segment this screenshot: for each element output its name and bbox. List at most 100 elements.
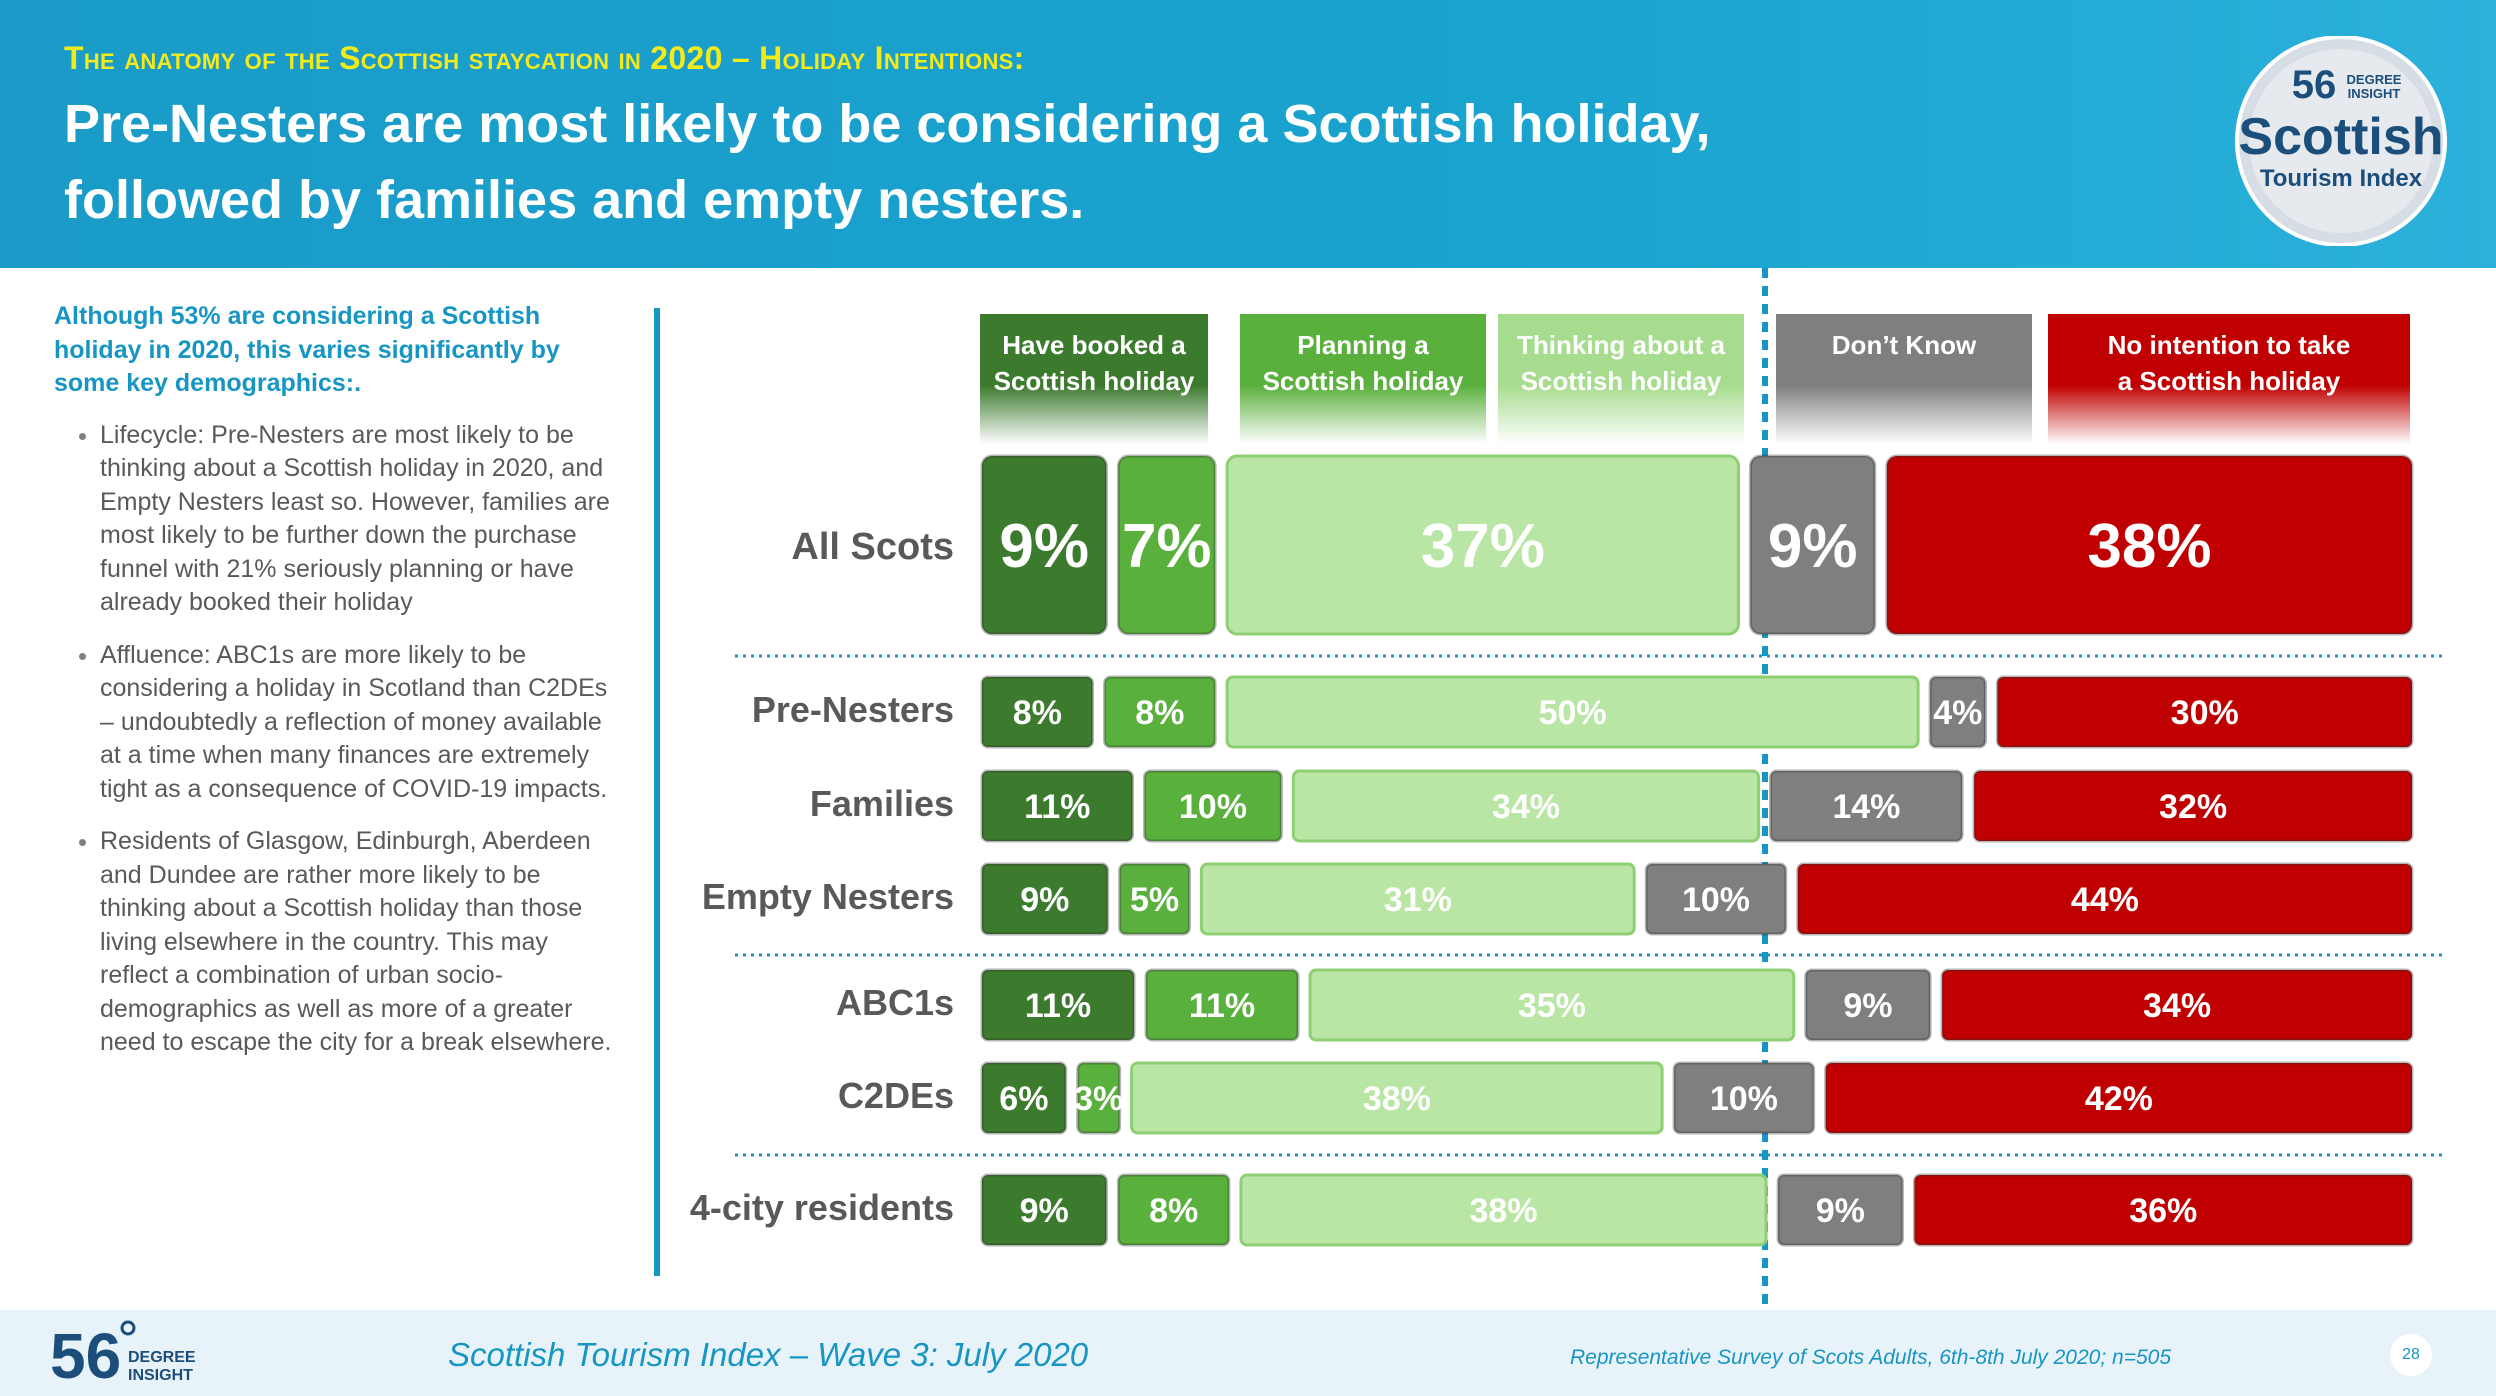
bar-label-2-1: 10%: [1179, 788, 1247, 826]
logo-tourism-index: Tourism Index: [2260, 165, 2423, 192]
bar-0-4: [1885, 454, 2414, 636]
bar-0-3: [1748, 454, 1877, 636]
bar-label-3-0: 9%: [1020, 881, 1069, 919]
bar-label-2-2: 34%: [1492, 788, 1560, 826]
bar-0-0: [980, 454, 1108, 636]
bar-1-2: [1225, 675, 1920, 749]
bar-1-1: [1103, 675, 1217, 749]
bar-5-2: [1130, 1061, 1664, 1135]
bar-6-4: [1912, 1173, 2414, 1247]
footer-title: Scottish Tourism Index – Wave 3: July 20…: [448, 1336, 1089, 1373]
bar-3-4: [1796, 862, 2414, 936]
commentary-bullet-lifecycle: Lifecycle: Pre-Nesters are most likely t…: [100, 419, 614, 620]
bar-label-6-4: 36%: [2129, 1192, 2197, 1230]
bar-label-3-2: 31%: [1384, 881, 1452, 919]
bar-2-4: [1972, 769, 2414, 843]
bar-0-2: [1225, 454, 1740, 636]
bar-label-4-2: 35%: [1518, 987, 1586, 1025]
bar-3-2: [1199, 862, 1636, 936]
legend-header-2-line-2: Scottish holiday: [1263, 366, 1464, 396]
bar-0-1: [1116, 454, 1217, 636]
page-number: 28: [2390, 1334, 2432, 1376]
bar-3-0: [980, 862, 1110, 936]
bar-label-1-4: 30%: [2171, 694, 2239, 732]
bar-label-5-4: 42%: [2085, 1080, 2153, 1118]
bar-2-2: [1291, 769, 1761, 843]
bar-label-4-1: 11%: [1189, 987, 1255, 1025]
bar-label-1-0: 8%: [1013, 694, 1062, 732]
legend-header-2-line-1: Planning a: [1297, 330, 1429, 360]
bar-label-0-1: 7%: [1122, 512, 1212, 581]
row-label-1: Pre-Nesters: [752, 689, 954, 730]
bar-label-3-4: 44%: [2071, 881, 2139, 919]
legend-header-4-line-1: Don’t Know: [1832, 330, 1977, 360]
bar-label-2-0: 11%: [1024, 788, 1090, 826]
legend-header-1-box: [980, 314, 1208, 444]
commentary-intro: Although 53% are considering a Scottish …: [54, 302, 560, 397]
bar-6-1: [1116, 1173, 1231, 1247]
bar-3-3: [1644, 862, 1788, 936]
bar-2-0: [980, 769, 1135, 843]
legend-header-5-line-2: a Scottish holiday: [2118, 366, 2341, 396]
commentary-bullet-cities: Residents of Glasgow, Edinburgh, Aberdee…: [100, 825, 614, 1060]
footer-source-note: Representative Survey of Scots Adults, 6…: [1570, 1346, 2171, 1369]
bar-4-3: [1804, 968, 1932, 1042]
bar-4-1: [1144, 968, 1300, 1042]
bar-2-3: [1769, 769, 1964, 843]
footer-56-degree-logo: 56 DEGREE INSIGHT: [50, 1320, 196, 1390]
legend-header-5-line-1: No intention to take: [2108, 330, 2351, 360]
row-label-6: 4-city residents: [690, 1187, 954, 1228]
header-kicker: The anatomy of the Scottish staycation i…: [64, 40, 1025, 76]
legend-header-1-line-2: Scottish holiday: [994, 366, 1195, 396]
bar-label-6-0: 9%: [1020, 1192, 1069, 1230]
row-label-3: Empty Nesters: [702, 876, 954, 917]
row-label-5: C2DEs: [838, 1075, 954, 1116]
header-banner: The anatomy of the Scottish staycation i…: [0, 0, 2496, 268]
bar-1-0: [980, 675, 1095, 749]
page-title: Pre-Nesters are most likely to be consid…: [64, 94, 1711, 230]
bar-5-3: [1672, 1061, 1816, 1135]
holiday-intentions-chart: Have booked a Scottish holiday Planning a S…: [690, 268, 2446, 1310]
bar-label-1-3: 4%: [1933, 694, 1982, 732]
bar-2-1: [1143, 769, 1283, 843]
legend-header-3-line-1: Thinking about a: [1517, 330, 1726, 360]
legend-header-2-box: [1240, 314, 1486, 444]
legend-header-4-box: [1776, 314, 2032, 444]
bar-5-1: [1076, 1061, 1122, 1135]
bar-label-4-0: 11%: [1025, 987, 1091, 1025]
bar-label-3-1: 5%: [1130, 881, 1179, 919]
bar-label-5-2: 38%: [1363, 1080, 1431, 1118]
bar-3-1: [1118, 862, 1191, 936]
row-label-0: All Scots: [791, 526, 954, 568]
bar-1-4: [1995, 675, 2414, 749]
bar-label-5-1: 3%: [1074, 1080, 1123, 1118]
bar-4-4: [1940, 968, 2414, 1042]
legend-header-5-box: [2048, 314, 2410, 444]
bar-label-1-1: 8%: [1135, 694, 1184, 732]
commentary-bullets: Lifecycle: Pre-Nesters are most likely t…: [54, 419, 614, 1060]
bar-5-0: [980, 1061, 1068, 1135]
footer-bar: [0, 1310, 2496, 1396]
bar-1-3: [1928, 675, 1987, 749]
row-label-4: ABC1s: [836, 982, 954, 1023]
commentary-bullet-affluence: Affluence: ABC1s are more likely to be c…: [100, 639, 614, 807]
bar-4-2: [1308, 968, 1796, 1042]
commentary-panel: Although 53% are considering a Scottish …: [54, 300, 614, 1079]
legend-header-3-box: [1498, 314, 1744, 444]
bar-label-6-3: 9%: [1816, 1192, 1865, 1230]
legend-header-1-line-1: Have booked a: [1002, 330, 1186, 360]
bar-label-0-4: 38%: [2087, 512, 2211, 581]
logo-scottish: Scottish: [2238, 108, 2443, 166]
bar-label-4-3: 9%: [1843, 987, 1892, 1025]
bar-6-0: [980, 1173, 1108, 1247]
footer-logo-insight: INSIGHT: [128, 1367, 193, 1384]
sidebar-divider: [654, 308, 660, 1276]
bar-label-6-1: 8%: [1149, 1192, 1198, 1230]
footer-logo-degree: DEGREE: [128, 1349, 196, 1366]
bar-label-0-2: 37%: [1421, 512, 1545, 581]
bar-label-6-2: 38%: [1469, 1192, 1537, 1230]
bar-label-0-3: 9%: [1768, 512, 1858, 581]
bar-label-1-2: 50%: [1539, 694, 1607, 732]
bar-label-5-3: 10%: [1710, 1080, 1778, 1118]
bar-label-3-3: 10%: [1682, 881, 1750, 919]
